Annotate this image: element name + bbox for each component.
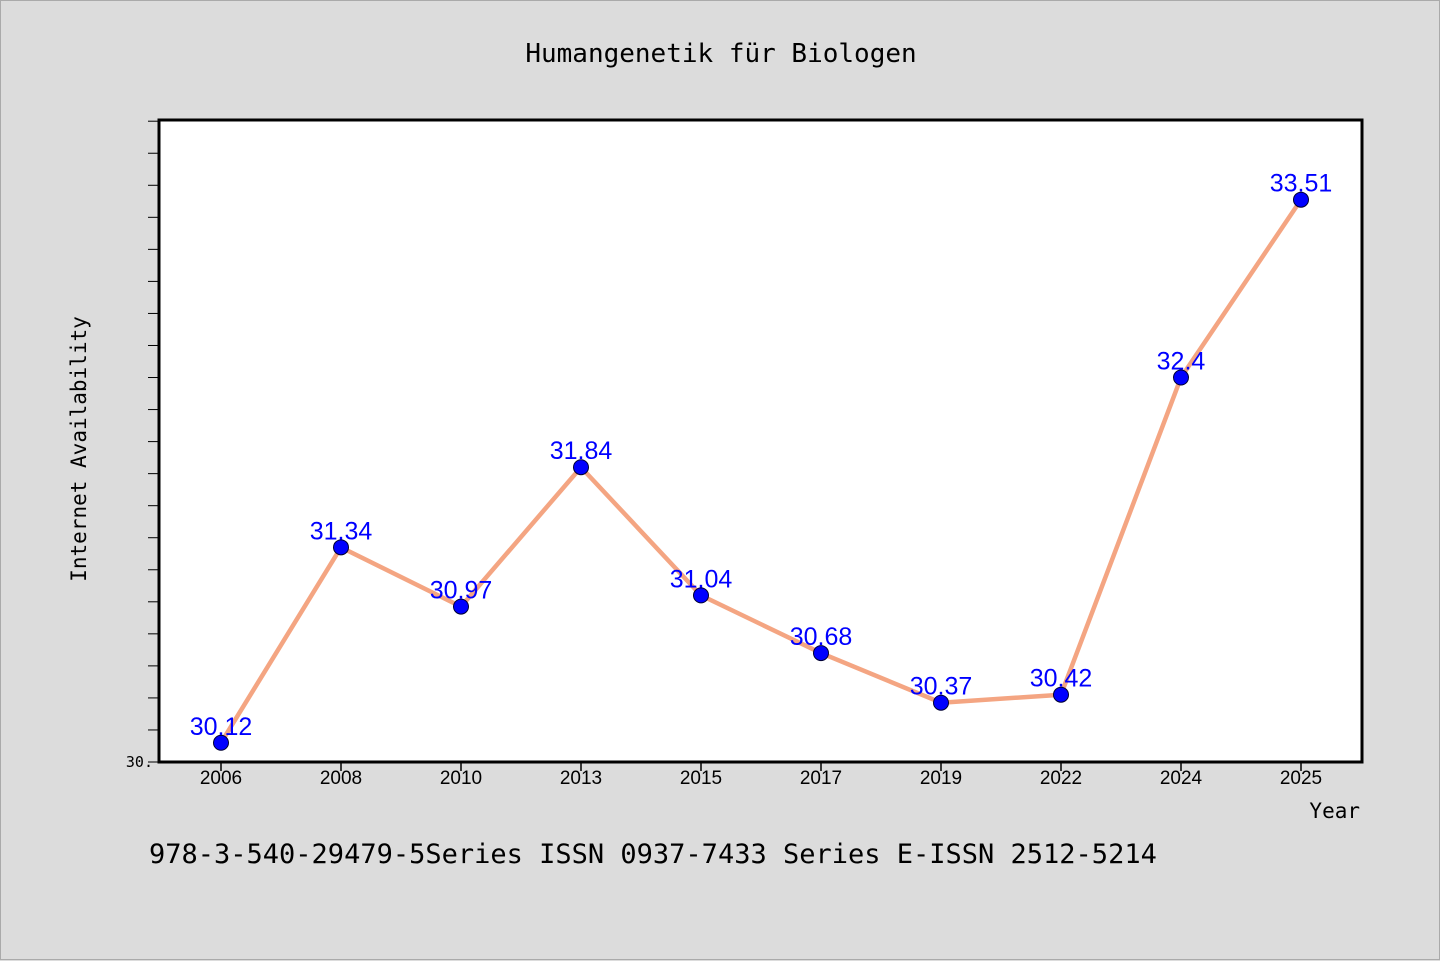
data-point	[573, 459, 589, 476]
data-point	[1173, 369, 1189, 386]
x-tick-label: 2019	[920, 768, 962, 789]
data-point	[453, 598, 469, 615]
plot-area	[157, 118, 1364, 764]
data-point	[813, 645, 829, 662]
y-axis-label: Internet Availability	[67, 316, 91, 582]
x-tick-label: 2010	[440, 768, 482, 789]
footer-text: 978-3-540-29479-5Series ISSN 0937-7433 S…	[149, 839, 1157, 870]
x-tick-label: 2025	[1280, 768, 1322, 789]
data-labels: 30.12 31.34 30.97 31.84 31.04 30.68 30.37 30.42…	[190, 170, 1333, 741]
x-axis-label: Year	[1309, 799, 1360, 823]
data-label: 31.34	[310, 517, 373, 545]
x-tick-label: 2013	[560, 768, 602, 789]
data-label: 30.42	[1030, 665, 1093, 693]
data-label: 31.04	[670, 565, 733, 593]
data-point	[1293, 191, 1309, 208]
series-markers	[213, 191, 1309, 751]
data-label: 31.84	[550, 437, 613, 465]
series-line	[218, 197, 1304, 746]
data-point	[933, 694, 949, 711]
data-label: 32.4	[1157, 348, 1206, 376]
x-tick-label: 2017	[800, 768, 842, 789]
data-point	[693, 587, 709, 604]
data-label: 30.97	[430, 577, 493, 605]
x-tick-label: 2024	[1160, 768, 1203, 789]
x-axis-ticks	[220, 762, 1302, 771]
x-tick-label: 2006	[200, 768, 242, 789]
chart-title: Humangenetik für Biologen	[525, 39, 916, 69]
y-origin-label: 30.	[126, 753, 153, 771]
data-label: 33.51	[1270, 170, 1333, 198]
data-point	[213, 734, 229, 751]
x-tick-labels: 2006 2008 2010 2013 2015 2017 2019 2022 2024 2025	[200, 768, 1322, 789]
data-point	[1053, 686, 1069, 703]
y-axis-ticks	[148, 120, 159, 763]
data-label: 30.68	[790, 623, 853, 651]
x-tick-label: 2022	[1040, 768, 1082, 789]
x-tick-label: 2015	[680, 768, 722, 789]
x-tick-label: 2008	[320, 768, 362, 789]
data-label: 30.37	[910, 673, 973, 701]
data-point	[333, 539, 349, 556]
data-label: 30.12	[190, 713, 253, 741]
